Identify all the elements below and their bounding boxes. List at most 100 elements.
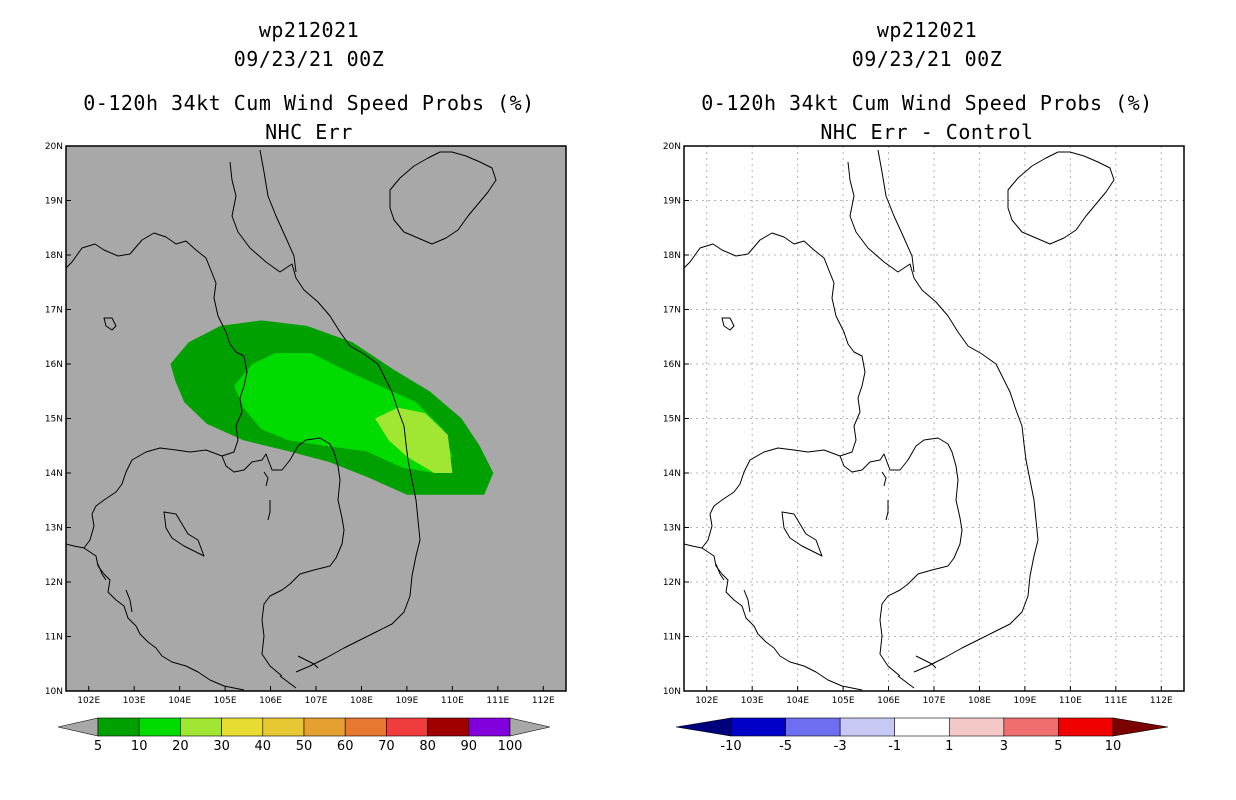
x-tick-label: 105E <box>214 696 237 706</box>
x-tick-label: 107E <box>923 696 946 706</box>
y-tick-label: 20N <box>663 142 681 152</box>
colorbar-swatch <box>468 717 511 737</box>
colorbar-label: 1 <box>945 739 953 754</box>
coastline <box>715 563 725 581</box>
coastline <box>263 471 269 487</box>
right-panel: wp212021 09/23/21 00Z 0-120h 34kt Cum Wi… <box>618 0 1236 800</box>
coastline <box>65 513 95 549</box>
coastline <box>267 500 271 521</box>
left-panel: wp212021 09/23/21 00Z 0-120h 34kt Cum Wi… <box>45 18 567 754</box>
colorbar-swatch <box>894 717 950 737</box>
colorbar-swatch <box>180 717 222 737</box>
colorbar-swatch <box>221 717 264 737</box>
coastline <box>65 232 248 515</box>
colorbar-swatch <box>138 717 181 737</box>
coastline <box>701 547 863 691</box>
y-tick-label: 10N <box>663 687 681 697</box>
y-tick-label: 17N <box>663 306 681 316</box>
coastline <box>897 675 915 689</box>
x-tick-label: 108E <box>350 696 373 706</box>
colorbar-label: 3 <box>1000 739 1008 754</box>
colorbar-label: 70 <box>378 739 395 754</box>
colorbar-swatch <box>303 717 346 737</box>
coastline <box>721 317 735 331</box>
coastline <box>915 655 937 669</box>
x-tick-label: 103E <box>123 696 146 706</box>
colorbar-label: 5 <box>1054 739 1062 754</box>
colorbar-label: -5 <box>779 739 792 754</box>
colorbar-under-arrow <box>675 717 732 737</box>
x-tick-label: 110E <box>1059 696 1082 706</box>
coastline <box>389 151 497 245</box>
chart-subtitle: NHC Err - Control <box>820 120 1034 144</box>
x-tick-label: 111E <box>486 696 509 706</box>
colorbar-label: 100 <box>498 739 523 754</box>
x-tick-label: 103E <box>741 696 764 706</box>
coastline <box>163 511 205 557</box>
x-tick-label: 112E <box>532 696 555 706</box>
y-tick-label: 20N <box>45 142 63 152</box>
chart-subtitle: NHC Err <box>265 120 353 144</box>
x-tick-label: 109E <box>395 696 418 706</box>
coastline <box>781 511 823 557</box>
datetime: 09/23/21 00Z <box>233 47 385 71</box>
colorbar-label: 20 <box>172 739 189 754</box>
colorbar-label: -10 <box>720 739 741 754</box>
colorbar-label: 10 <box>1105 739 1122 754</box>
gridlines <box>684 145 1184 692</box>
coastline <box>877 149 915 273</box>
y-tick-label: 17N <box>45 306 63 316</box>
colorbar-label: -3 <box>834 739 847 754</box>
colorbar-label: 5 <box>94 739 102 754</box>
x-tick-label: 102E <box>695 696 718 706</box>
x-tick-label: 112E <box>1150 696 1173 706</box>
x-tick-label: 108E <box>968 696 991 706</box>
x-tick-label: 107E <box>305 696 328 706</box>
coastline <box>229 161 421 673</box>
colorbar-swatch <box>1003 717 1059 737</box>
colorbar-swatch <box>948 717 1005 737</box>
colorbar-label: 80 <box>419 739 436 754</box>
coastline <box>83 547 245 691</box>
colorbar-swatch <box>785 717 841 737</box>
x-tick-label: 105E <box>832 696 855 706</box>
chart-title: 0-120h 34kt Cum Wind Speed Probs (%) <box>701 91 1153 115</box>
y-tick-label: 18N <box>663 251 681 261</box>
datetime: 09/23/21 00Z <box>851 47 1003 71</box>
prob-contour-3 <box>375 407 453 473</box>
y-tick-label: 11N <box>663 633 681 643</box>
colorbar-swatch <box>386 717 428 737</box>
coastline <box>683 232 866 515</box>
coastline <box>97 563 107 581</box>
right-chart: 102E 103E 104E 105E 106E 107E 108E 109E 110E 111E… <box>663 142 1185 754</box>
y-tick-label: 11N <box>45 633 63 643</box>
colorbar-swatch <box>344 717 387 737</box>
x-tick-label: 109E <box>1013 696 1036 706</box>
colorbar-swatch <box>1058 717 1114 737</box>
coastline <box>885 500 889 521</box>
colorbar-swatch <box>427 717 470 737</box>
colorbar-swatch <box>97 717 140 737</box>
x-tick-label: 110E <box>441 696 464 706</box>
y-tick-label: 16N <box>45 360 63 370</box>
coastline <box>125 589 133 613</box>
y-tick-label: 10N <box>45 687 63 697</box>
y-tick-label: 12N <box>45 578 63 588</box>
y-tick-label: 19N <box>663 197 681 207</box>
chart-title: 0-120h 34kt Cum Wind Speed Probs (%) <box>83 91 535 115</box>
y-tick-label: 14N <box>45 469 63 479</box>
coastline <box>103 317 117 331</box>
coastline <box>839 437 963 677</box>
coastline <box>847 161 1039 673</box>
coastline <box>279 675 297 689</box>
y-tick-label: 19N <box>45 197 63 207</box>
colorbar-label: 50 <box>296 739 313 754</box>
coastlines <box>65 149 497 691</box>
y-tick-label: 18N <box>45 251 63 261</box>
colorbar-swatch <box>262 717 305 737</box>
colorbar-under-arrow <box>57 717 99 737</box>
y-tick-label: 14N <box>663 469 681 479</box>
colorbar-swatch <box>730 717 786 737</box>
y-tick-label: 13N <box>663 524 681 534</box>
y-tick-label: 12N <box>663 578 681 588</box>
